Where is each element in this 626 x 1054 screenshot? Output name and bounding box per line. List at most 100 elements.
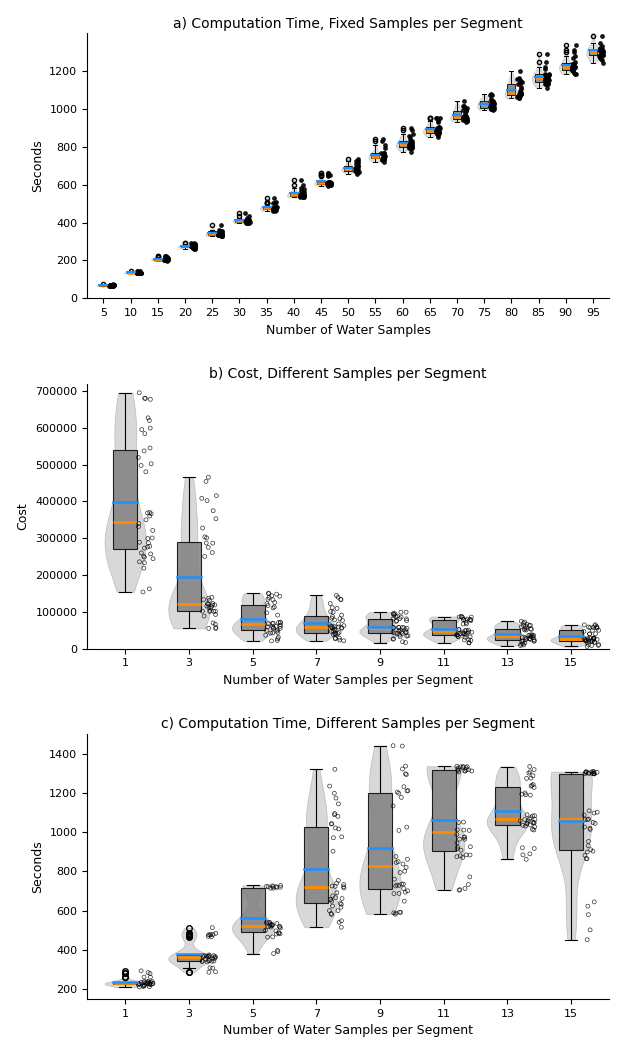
Point <box>275 879 285 896</box>
Point <box>523 813 533 829</box>
Point <box>187 235 197 252</box>
Point <box>377 131 387 148</box>
Point <box>134 265 144 281</box>
Point <box>460 763 470 780</box>
Point <box>522 806 532 823</box>
Point <box>388 605 398 622</box>
Y-axis label: Seconds: Seconds <box>31 840 44 893</box>
Point <box>389 606 399 623</box>
Point <box>208 948 218 964</box>
Point <box>488 93 498 110</box>
Point <box>462 758 472 775</box>
Point <box>433 113 443 130</box>
Point <box>264 585 274 602</box>
Point <box>162 252 172 269</box>
Point <box>464 822 475 839</box>
Point <box>334 616 344 632</box>
Point <box>434 110 444 126</box>
Point <box>217 226 227 242</box>
Point <box>200 951 210 968</box>
Point <box>160 251 170 268</box>
PathPatch shape <box>208 232 216 235</box>
Point <box>270 199 280 216</box>
Point <box>272 915 282 932</box>
Point <box>139 443 149 460</box>
Point <box>398 738 408 755</box>
Point <box>148 975 158 992</box>
Point <box>529 779 539 796</box>
Point <box>520 784 530 801</box>
Point <box>271 200 281 217</box>
Point <box>108 277 118 294</box>
Point <box>458 759 468 776</box>
Point <box>514 70 524 86</box>
Point <box>334 629 344 646</box>
Point <box>332 600 342 617</box>
Point <box>162 251 172 268</box>
Point <box>433 114 443 131</box>
Point <box>590 617 600 633</box>
Point <box>268 878 278 895</box>
Point <box>272 607 282 624</box>
Point <box>299 187 309 203</box>
Point <box>186 237 196 254</box>
Point <box>405 138 415 155</box>
Point <box>299 183 309 200</box>
Point <box>163 250 173 267</box>
Point <box>187 234 197 251</box>
Point <box>521 630 531 647</box>
Point <box>325 167 335 183</box>
Point <box>516 636 526 652</box>
Point <box>138 978 148 995</box>
Point <box>379 137 389 154</box>
Point <box>582 851 592 867</box>
Point <box>272 623 282 640</box>
Point <box>133 265 143 281</box>
Point <box>260 627 270 644</box>
PathPatch shape <box>495 787 520 825</box>
Point <box>407 136 417 153</box>
Point <box>339 879 349 896</box>
Point <box>434 119 444 136</box>
Point <box>274 629 284 646</box>
Point <box>296 186 306 202</box>
Point <box>206 600 216 617</box>
Point <box>140 390 150 407</box>
Point <box>148 975 158 992</box>
Point <box>272 586 282 603</box>
Point <box>402 612 412 629</box>
Point <box>541 75 552 92</box>
Point <box>190 240 200 257</box>
Point <box>579 617 589 633</box>
Point <box>379 148 389 164</box>
Point <box>379 149 389 165</box>
Point <box>464 635 474 651</box>
Point <box>598 43 608 60</box>
Point <box>326 905 336 922</box>
Point <box>460 104 470 121</box>
Point <box>488 92 498 109</box>
Point <box>267 916 277 933</box>
Point <box>462 625 472 642</box>
Point <box>459 828 470 845</box>
Point <box>540 60 550 77</box>
Y-axis label: Cost: Cost <box>17 503 29 530</box>
Point <box>105 277 115 294</box>
Point <box>529 632 539 649</box>
Point <box>388 624 398 641</box>
Point <box>205 603 215 620</box>
Point <box>210 949 220 965</box>
Point <box>433 119 443 136</box>
Point <box>581 632 591 649</box>
Point <box>352 155 362 172</box>
Point <box>528 776 538 793</box>
Point <box>133 449 143 466</box>
Point <box>461 110 471 126</box>
Point <box>452 826 462 843</box>
Point <box>271 618 281 635</box>
Point <box>322 175 332 192</box>
Point <box>188 238 198 255</box>
Point <box>406 134 416 151</box>
Point <box>516 74 526 91</box>
Point <box>160 248 170 265</box>
